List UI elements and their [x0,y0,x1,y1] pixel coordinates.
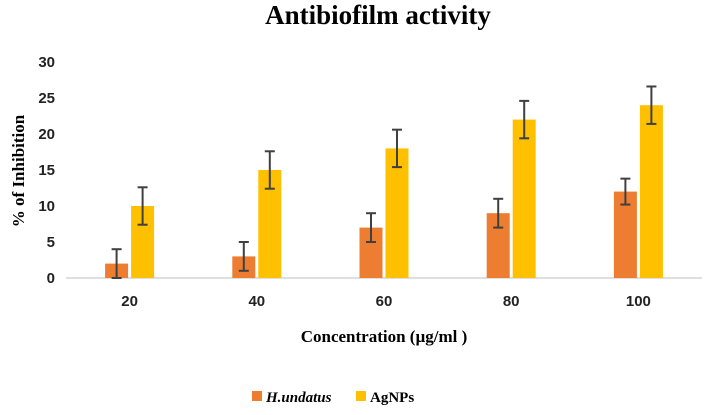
error-bar [366,212,376,243]
y-axis-ticks: 0 5 10 15 20 25 30 [38,54,55,287]
error-bar [264,150,275,190]
x-tick-label: 60 [376,293,393,310]
error-bar [519,99,530,140]
legend: H.undatus AgNPs [252,390,414,406]
bar-1-1 [258,170,282,278]
y-tick-label: 30 [38,54,55,71]
error-bar [111,248,122,279]
bar-0-2 [359,227,383,278]
error-bar [392,128,402,169]
legend-swatch-1 [356,391,366,401]
bar-0-4 [613,191,637,278]
legend-swatch-0 [252,391,262,401]
bar-1-3 [512,119,536,278]
bar-1-0 [131,206,155,278]
y-tick-label: 15 [38,162,55,179]
error-bar [493,197,504,229]
error-bar [620,177,631,206]
x-tick-label: 20 [121,293,138,310]
x-tick-label: 80 [503,293,520,310]
error-bar [238,241,249,272]
chart-title: Antibiofilm activity [265,0,491,30]
bar-1-2 [385,148,409,278]
legend-label-0: H.undatus [265,390,332,406]
x-tick-label: 40 [248,293,265,310]
x-tick-label: 100 [626,293,651,310]
y-tick-label: 0 [47,270,55,287]
y-tick-label: 5 [47,234,55,251]
y-axis-label: % of Inhibition [9,114,28,227]
y-tick-label: 10 [38,198,55,215]
bar-0-3 [486,213,510,278]
bars [105,85,663,279]
error-bar [137,186,148,226]
y-tick-label: 25 [38,90,55,107]
x-axis-label: Concentration (µg/ml ) [301,327,468,346]
error-bar [646,85,657,125]
y-tick-label: 20 [38,126,55,143]
x-axis-ticks: 20 40 60 80 100 [121,293,651,310]
legend-label-1: AgNPs [370,390,414,406]
bar-1-4 [639,105,663,278]
